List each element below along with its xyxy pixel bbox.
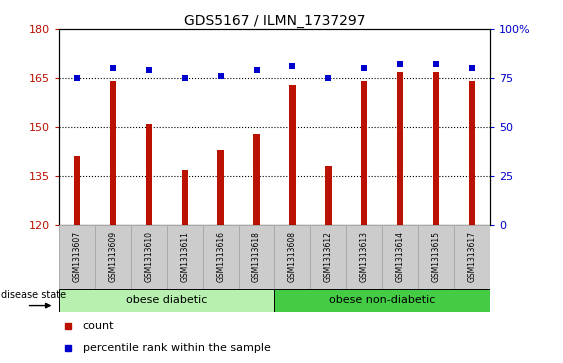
Bar	[59, 289, 275, 312]
Bar	[397, 72, 403, 225]
Bar	[454, 225, 490, 289]
Bar	[74, 156, 81, 225]
Bar	[468, 81, 475, 225]
Bar	[325, 166, 332, 225]
Text: GSM1313616: GSM1313616	[216, 231, 225, 282]
Bar	[59, 225, 95, 289]
Text: GSM1313612: GSM1313612	[324, 231, 333, 282]
Bar	[181, 170, 188, 225]
Bar	[167, 225, 203, 289]
Bar	[131, 225, 167, 289]
Text: GSM1313615: GSM1313615	[431, 231, 440, 282]
Text: disease state: disease state	[1, 290, 66, 300]
Text: GSM1313610: GSM1313610	[144, 231, 153, 282]
Text: obese non-diabetic: obese non-diabetic	[329, 295, 435, 305]
Bar	[253, 134, 260, 225]
Bar	[289, 85, 296, 225]
Text: GSM1313617: GSM1313617	[467, 231, 476, 282]
Text: GSM1313609: GSM1313609	[109, 231, 118, 282]
Text: GSM1313607: GSM1313607	[73, 231, 82, 282]
Bar	[95, 225, 131, 289]
Title: GDS5167 / ILMN_1737297: GDS5167 / ILMN_1737297	[184, 14, 365, 28]
Bar	[146, 124, 152, 225]
Bar	[110, 81, 116, 225]
Bar	[203, 225, 239, 289]
Bar	[310, 225, 346, 289]
Bar	[346, 225, 382, 289]
Bar	[382, 225, 418, 289]
Bar	[275, 225, 310, 289]
Text: GSM1313618: GSM1313618	[252, 231, 261, 282]
Bar	[275, 289, 490, 312]
Text: GSM1313614: GSM1313614	[396, 231, 405, 282]
Text: GSM1313611: GSM1313611	[180, 231, 189, 282]
Text: percentile rank within the sample: percentile rank within the sample	[83, 343, 271, 353]
Bar	[217, 150, 224, 225]
Bar	[239, 225, 275, 289]
Text: count: count	[83, 321, 114, 331]
Text: GSM1313608: GSM1313608	[288, 231, 297, 282]
Bar	[433, 72, 439, 225]
Bar	[361, 81, 368, 225]
Bar	[418, 225, 454, 289]
Text: GSM1313613: GSM1313613	[360, 231, 369, 282]
Text: obese diabetic: obese diabetic	[126, 295, 208, 305]
